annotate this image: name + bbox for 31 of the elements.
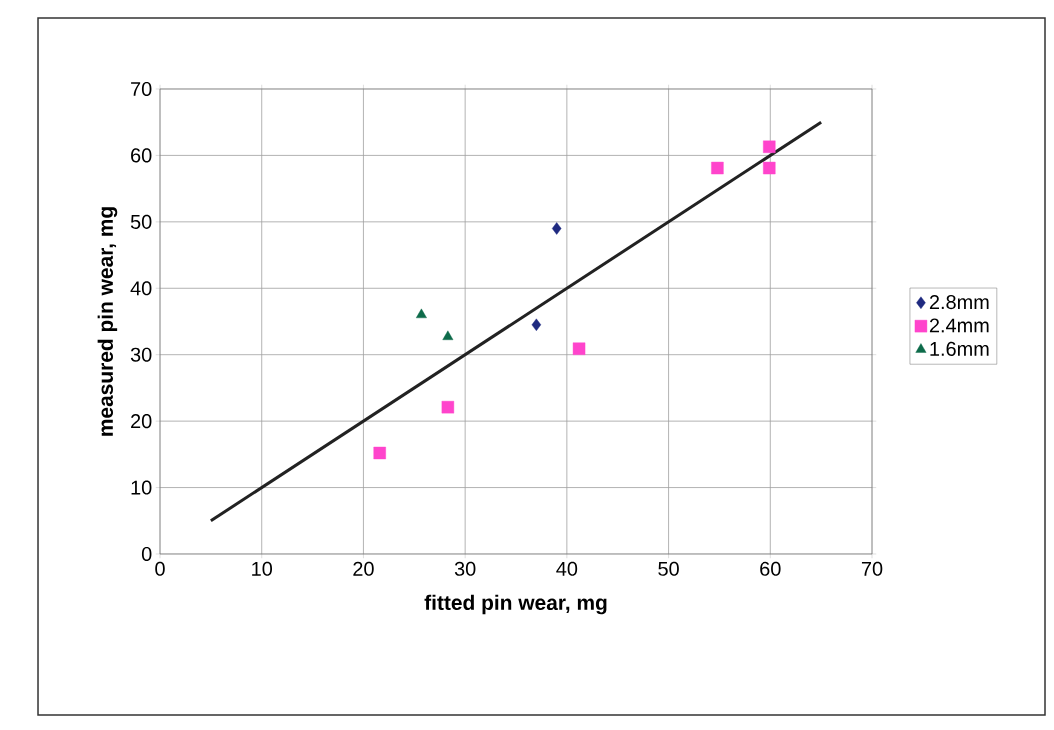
x-tick-label: 70 xyxy=(861,561,883,576)
x-tick-label: 20 xyxy=(353,561,374,576)
x-tick-label: 0 xyxy=(155,561,165,576)
y-tick-label: 40 xyxy=(130,281,152,296)
point xyxy=(373,446,386,460)
y-tick-label: 60 xyxy=(131,148,152,163)
x-tick-label: 60 xyxy=(760,561,781,576)
x-tick-label: 10 xyxy=(252,561,273,576)
point xyxy=(416,308,427,319)
x-tick-label: 30 xyxy=(454,561,476,576)
point xyxy=(763,161,776,175)
point xyxy=(441,400,455,414)
x-tick-label: 50 xyxy=(658,561,679,576)
point xyxy=(442,330,454,340)
point xyxy=(572,342,586,355)
y-tick-label: 70 xyxy=(131,81,152,97)
y-tick-label: 10 xyxy=(131,480,152,495)
y-tick-label: 0 xyxy=(141,546,152,562)
y-axis-title: measured pin wear, mg xyxy=(97,207,118,436)
point xyxy=(551,222,562,235)
x-tick-label: 40 xyxy=(556,561,578,576)
y-tick-label: 30 xyxy=(130,347,152,362)
y-tick-label: 50 xyxy=(130,214,152,229)
point xyxy=(531,318,542,332)
legend-label: 1.6mm xyxy=(930,341,989,356)
y-tick-label: 20 xyxy=(131,414,152,429)
legend-label: 2.8mm xyxy=(929,295,989,310)
point xyxy=(763,140,776,153)
legend-label: 2.4mm xyxy=(929,318,989,333)
x-axis-title: fitted pin wear, mg xyxy=(424,594,607,615)
point xyxy=(711,161,724,175)
